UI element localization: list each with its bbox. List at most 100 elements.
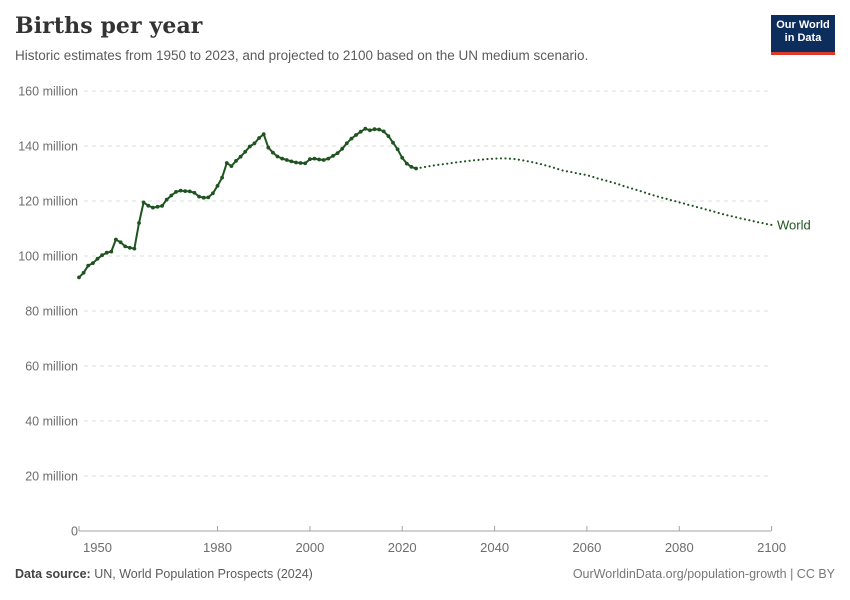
data-source-note: Data source: UN, World Population Prospe…: [15, 567, 313, 581]
data-point-marker: [224, 161, 229, 165]
gridlines: [84, 90, 770, 477]
y-tick-label: 0: [71, 525, 78, 539]
data-point-marker: [197, 194, 202, 199]
entity-label-world[interactable]: World: [777, 217, 811, 232]
data-point-marker: [381, 129, 386, 134]
x-tick-label: 2080: [665, 540, 694, 555]
data-point-marker: [109, 249, 114, 254]
projection-line: [415, 157, 773, 226]
historic-markers: [77, 126, 418, 280]
data-source-text: UN, World Population Prospects (2024): [90, 567, 313, 581]
chart-header: Births per year Historic estimates from …: [15, 13, 835, 63]
data-point-marker: [266, 145, 271, 150]
data-point-marker: [146, 203, 151, 208]
data-point-marker: [169, 193, 174, 198]
data-point-marker: [238, 154, 243, 159]
data-point-marker: [280, 156, 285, 161]
y-axis-labels: 0 20 million 40 million 60 million 80 millio…: [18, 85, 78, 539]
data-point-marker: [104, 250, 109, 255]
x-axis: 1950 1980 2000 2020 2040 2060 2080 2100: [78, 526, 786, 555]
data-point-marker: [243, 149, 248, 154]
y-tick-label: 60 million: [25, 360, 78, 374]
owid-logo-line1: Our World: [776, 19, 830, 31]
data-source-label: Data source:: [15, 567, 91, 581]
owid-logo[interactable]: Our World in Data: [771, 15, 835, 55]
data-point-marker: [303, 161, 308, 166]
data-point-marker: [404, 161, 409, 166]
data-point-marker: [201, 195, 206, 200]
chart-title: Births per year: [15, 13, 203, 39]
x-tick-label: 2060: [572, 540, 601, 555]
data-point-marker: [114, 237, 118, 242]
data-point-marker: [187, 189, 192, 194]
data-point-marker: [192, 190, 197, 195]
data-point-marker: [215, 184, 220, 188]
x-tick-label: 2000: [295, 540, 324, 555]
data-point-marker: [123, 244, 128, 249]
data-point-marker: [155, 204, 160, 209]
data-point-marker: [95, 256, 100, 261]
chart-subtitle: Historic estimates from 1950 to 2023, an…: [15, 48, 589, 63]
data-point-marker: [257, 136, 261, 140]
owid-logo-line2: in Data: [784, 32, 822, 44]
data-point-marker: [395, 147, 400, 152]
data-point-marker: [229, 164, 234, 169]
x-tick-label: 1950: [83, 540, 112, 555]
data-point-marker: [220, 175, 225, 180]
data-point-marker: [372, 127, 377, 132]
y-tick-label: 140 million: [18, 140, 78, 154]
data-point-marker: [261, 132, 266, 137]
data-point-marker: [174, 190, 178, 194]
y-tick-label: 20 million: [25, 470, 78, 484]
data-point-marker: [298, 161, 303, 165]
data-point-marker: [312, 156, 317, 161]
data-point-marker: [151, 205, 155, 210]
data-point-marker: [100, 253, 104, 258]
x-tick-label: 2020: [388, 540, 417, 555]
data-point-marker: [335, 151, 340, 156]
data-point-marker: [141, 200, 146, 205]
y-tick-label: 120 million: [18, 195, 78, 209]
data-point-marker: [81, 270, 86, 275]
data-point-marker: [354, 133, 358, 137]
chart-footer: Data source: UN, World Population Prospe…: [15, 567, 835, 581]
data-point-marker: [308, 157, 312, 162]
data-point-marker: [363, 126, 368, 131]
data-point-marker: [409, 165, 414, 169]
data-point-marker: [317, 157, 321, 162]
data-point-marker: [160, 204, 165, 208]
data-point-marker: [183, 189, 188, 194]
data-point-marker: [368, 128, 372, 133]
data-point-marker: [234, 159, 238, 163]
data-point-marker: [400, 155, 405, 160]
data-point-marker: [386, 134, 391, 139]
data-point-marker: [321, 158, 326, 162]
data-point-marker: [331, 154, 335, 158]
x-tick-label: 2100: [757, 540, 786, 555]
data-point-marker: [326, 156, 331, 161]
data-point-marker: [164, 197, 169, 202]
data-point-marker: [349, 136, 354, 141]
data-point-marker: [211, 191, 215, 196]
y-tick-label: 40 million: [25, 415, 78, 429]
data-point-marker: [118, 240, 123, 245]
y-tick-label: 100 million: [18, 250, 78, 264]
footer-citation-link[interactable]: OurWorldinData.org/population-growth | C…: [572, 567, 835, 581]
data-point-marker: [294, 160, 298, 165]
data-point-marker: [206, 195, 211, 200]
data-point-marker: [252, 141, 257, 146]
y-tick-label: 80 million: [25, 305, 78, 319]
y-tick-label: 160 million: [18, 85, 78, 99]
x-tick-label: 2040: [480, 540, 509, 555]
data-point-marker: [344, 141, 349, 146]
data-point-marker: [284, 158, 289, 162]
data-point-marker: [137, 221, 141, 225]
data-point-marker: [289, 159, 294, 164]
data-point-marker: [391, 140, 395, 145]
data-point-marker: [275, 154, 280, 159]
data-point-marker: [77, 275, 81, 280]
data-point-marker: [132, 246, 137, 251]
data-point-marker: [271, 150, 275, 155]
